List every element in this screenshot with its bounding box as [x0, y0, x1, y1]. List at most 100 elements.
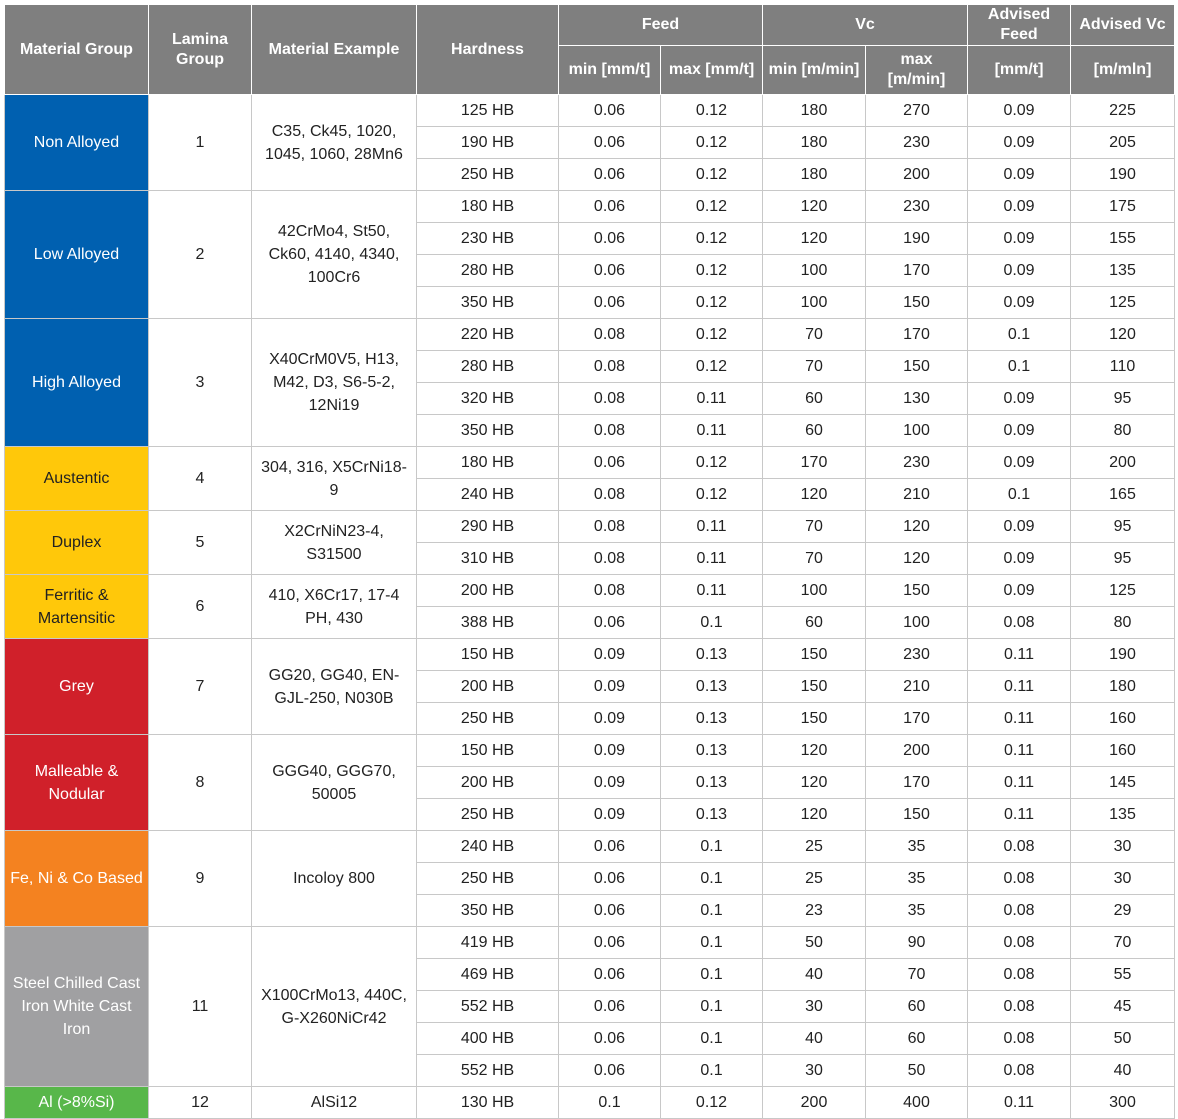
feed-max-cell: 0.1	[660, 958, 763, 991]
material-group-cell: Malleable & Nodular	[4, 734, 149, 831]
material-group-cell: Al (>8%Si)	[4, 1086, 149, 1119]
hardness-cell: 190 HB	[416, 126, 559, 159]
feed-min-cell: 0.08	[558, 510, 661, 543]
vc-max-cell: 200	[864, 734, 969, 767]
vc-min-cell: 40	[762, 958, 866, 991]
advised-feed-cell: 0.09	[967, 414, 1072, 447]
header-material-group: Material Group	[4, 4, 149, 95]
material-example-cell: 42CrMo4, St50, Ck60, 4140, 4340, 100Cr6	[251, 190, 417, 319]
vc-max-cell: 400	[864, 1086, 969, 1119]
advised-feed-cell: 0.09	[967, 94, 1072, 127]
feed-max-cell: 0.12	[660, 1086, 763, 1119]
advised-feed-cell: 0.08	[967, 958, 1072, 991]
feed-max-cell: 0.1	[660, 1054, 763, 1087]
vc-min-cell: 23	[762, 894, 866, 927]
table-row: 350 HB 0.06 0.12 100 150 0.09 125	[5, 286, 1176, 319]
material-group-cell: High Alloyed	[4, 318, 149, 447]
vc-min-cell: 180	[762, 158, 866, 191]
vc-min-cell: 30	[762, 1054, 866, 1087]
material-example-cell: 410, X6Cr17, 17-4 PH, 430	[251, 574, 417, 639]
table-row: Al (>8%Si) 12 AlSi12 130 HB 0.1 0.12 200 400 0.1…	[4, 1086, 1176, 1119]
vc-min-cell: 200	[762, 1086, 866, 1119]
vc-min-cell: 180	[762, 94, 866, 127]
hardness-cell: 419 HB	[416, 926, 559, 959]
lamina-group-cell: 2	[148, 190, 252, 319]
feed-min-cell: 0.08	[558, 542, 661, 575]
vc-min-cell: 170	[762, 446, 866, 479]
feed-min-cell: 0.06	[558, 894, 661, 927]
advised-vc-cell: 205	[1070, 126, 1176, 159]
table-row: 310 HB 0.08 0.11 70 120 0.09 95	[5, 542, 1176, 575]
lamina-group-cell: 12	[148, 1086, 252, 1119]
table-row: 400 HB 0.06 0.1 40 60 0.08 50	[5, 1022, 1176, 1055]
material-example-cell: Incoloy 800	[251, 830, 417, 927]
vc-max-cell: 60	[864, 1022, 969, 1055]
vc-max-cell: 120	[864, 510, 969, 543]
hardness-cell: 250 HB	[416, 702, 559, 735]
header-feed-min: min [mm/t]	[558, 45, 661, 95]
header-advised-feed-unit: [mm/t]	[967, 45, 1072, 95]
feed-min-cell: 0.06	[558, 126, 661, 159]
table-row: High Alloyed 3 X40CrM0V5, H13, M42, D3, S6…	[4, 318, 1176, 447]
vc-min-cell: 60	[762, 606, 866, 639]
advised-feed-cell: 0.08	[967, 926, 1072, 959]
advised-vc-cell: 300	[1070, 1086, 1176, 1119]
header-feed: Feed	[558, 4, 763, 46]
table-row: 552 HB 0.06 0.1 30 60 0.08 45	[5, 990, 1176, 1023]
advised-vc-cell: 125	[1070, 286, 1176, 319]
feed-max-cell: 0.12	[660, 222, 763, 255]
feed-min-cell: 0.06	[558, 94, 661, 127]
material-example-cell: X40CrM0V5, H13, M42, D3, S6-5-2, 12Ni19	[251, 318, 417, 447]
hardness-cell: 230 HB	[416, 222, 559, 255]
vc-min-cell: 100	[762, 286, 866, 319]
feed-min-cell: 0.06	[558, 446, 661, 479]
vc-max-cell: 150	[864, 798, 969, 831]
advised-vc-cell: 175	[1070, 190, 1176, 223]
hardness-cell: 250 HB	[416, 798, 559, 831]
feed-min-cell: 0.06	[558, 254, 661, 287]
material-group-cell: Grey	[4, 638, 149, 735]
feed-max-cell: 0.1	[660, 862, 763, 895]
feed-max-cell: 0.12	[660, 350, 763, 383]
feed-min-cell: 0.06	[558, 1022, 661, 1055]
hardness-cell: 180 HB	[416, 446, 559, 479]
vc-max-cell: 90	[864, 926, 969, 959]
advised-feed-cell: 0.11	[967, 766, 1072, 799]
advised-vc-cell: 110	[1070, 350, 1176, 383]
vc-max-cell: 170	[864, 702, 969, 735]
table-row: Austentic 4 304, 316, X5CrNi18-9 180 HB 0.06…	[4, 446, 1176, 511]
advised-vc-cell: 30	[1070, 830, 1176, 863]
header-vc: Vc	[761, 4, 969, 46]
table-row: 552 HB 0.06 0.1 30 50 0.08 40	[5, 1054, 1176, 1087]
vc-min-cell: 60	[762, 414, 866, 447]
table-row: 350 HB 0.06 0.1 23 35 0.08 29	[5, 894, 1176, 927]
feed-min-cell: 0.08	[558, 478, 661, 511]
advised-feed-cell: 0.11	[967, 670, 1072, 703]
material-example-cell: GG20, GG40, EN-GJL-250, N030B	[251, 638, 417, 735]
vc-max-cell: 230	[864, 190, 969, 223]
feed-min-cell: 0.06	[558, 862, 661, 895]
vc-min-cell: 120	[762, 798, 866, 831]
advised-vc-cell: 95	[1070, 542, 1176, 575]
advised-vc-cell: 145	[1070, 766, 1176, 799]
hardness-cell: 240 HB	[416, 830, 559, 863]
advised-vc-cell: 135	[1070, 798, 1176, 831]
hardness-cell: 350 HB	[416, 894, 559, 927]
feed-min-cell: 0.06	[558, 190, 661, 223]
hardness-cell: 250 HB	[416, 862, 559, 895]
header-lamina-group: Lamina Group	[148, 4, 252, 95]
feed-max-cell: 0.13	[660, 798, 763, 831]
hardness-cell: 552 HB	[416, 1054, 559, 1087]
lamina-group-cell: 3	[148, 318, 252, 447]
vc-max-cell: 200	[864, 158, 969, 191]
advised-feed-cell: 0.1	[967, 318, 1072, 351]
feed-max-cell: 0.12	[660, 254, 763, 287]
hardness-cell: 150 HB	[416, 638, 559, 671]
lamina-group-cell: 9	[148, 830, 252, 927]
advised-feed-cell: 0.09	[967, 222, 1072, 255]
advised-vc-cell: 180	[1070, 670, 1176, 703]
advised-feed-cell: 0.09	[967, 254, 1072, 287]
hardness-cell: 280 HB	[416, 350, 559, 383]
feed-min-cell: 0.06	[558, 222, 661, 255]
vc-max-cell: 150	[864, 574, 969, 607]
